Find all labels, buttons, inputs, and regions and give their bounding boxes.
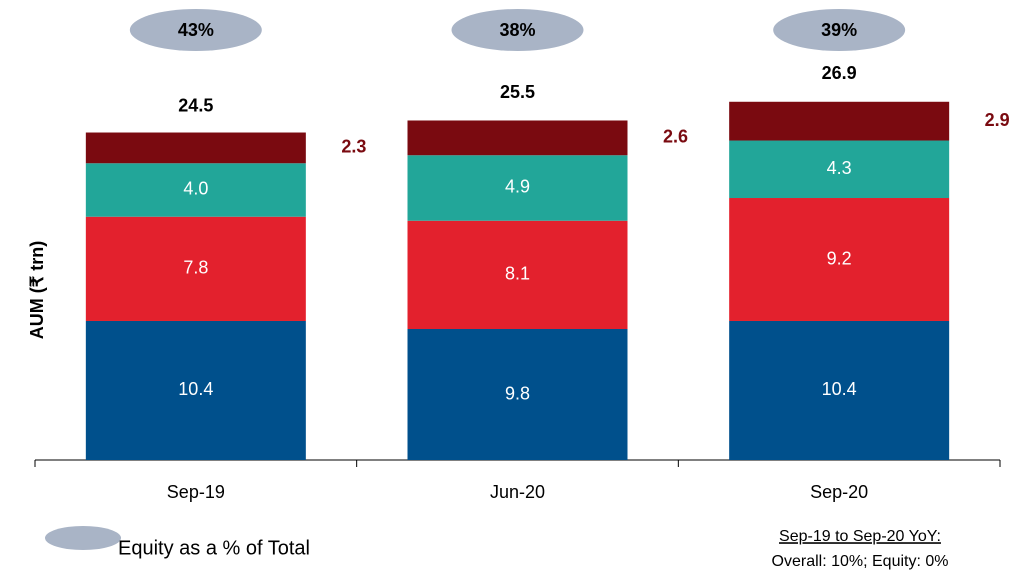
equity-share-oval xyxy=(451,9,584,51)
outer-value-label: 2.3 xyxy=(341,137,366,157)
value-label: 8.1 xyxy=(505,264,530,284)
total-label: 26.9 xyxy=(822,63,857,83)
bar-segment xyxy=(407,220,628,330)
note: Overall: 10%; Equity: 0% xyxy=(772,553,949,570)
total-label: 24.5 xyxy=(178,95,213,115)
value-label: 10.4 xyxy=(822,379,857,399)
y-axis-label: AUM (₹ trn) xyxy=(27,241,47,339)
legend-swatch xyxy=(45,526,121,550)
bar-segment xyxy=(85,163,306,217)
equity-share-label: 43% xyxy=(178,20,214,40)
value-label: 4.3 xyxy=(827,158,852,178)
x-tick-label: Sep-19 xyxy=(167,482,225,502)
bar-segment xyxy=(407,155,628,221)
value-label: 4.9 xyxy=(505,177,530,197)
equity-share-oval xyxy=(773,9,906,51)
bar-segment xyxy=(85,132,306,164)
value-label: 4.0 xyxy=(183,179,208,199)
bar-segment xyxy=(729,198,950,321)
bar-segment xyxy=(729,101,950,141)
value-label: 10.4 xyxy=(178,379,213,399)
total-label: 25.5 xyxy=(500,82,535,102)
bar-segment xyxy=(729,140,950,199)
bar-segment xyxy=(729,320,950,460)
value-label: 9.8 xyxy=(505,383,530,403)
equity-share-oval xyxy=(129,9,262,51)
outer-value-label: 2.6 xyxy=(663,127,688,147)
bar-segment xyxy=(407,120,628,156)
equity-share-label: 38% xyxy=(499,20,535,40)
bar-segment xyxy=(85,320,306,460)
x-tick-label: Sep-20 xyxy=(810,482,868,502)
note-heading: Sep-19 to Sep-20 YoY: xyxy=(779,528,941,545)
value-label: 9.2 xyxy=(827,248,852,268)
bar-segment xyxy=(85,216,306,321)
x-tick-label: Jun-20 xyxy=(490,482,545,502)
equity-share-label: 39% xyxy=(821,20,857,40)
outer-value-label: 2.9 xyxy=(985,110,1010,130)
bar-segment xyxy=(407,329,628,460)
value-label: 7.8 xyxy=(183,258,208,278)
legend-label: Equity as a % of Total xyxy=(118,537,310,559)
